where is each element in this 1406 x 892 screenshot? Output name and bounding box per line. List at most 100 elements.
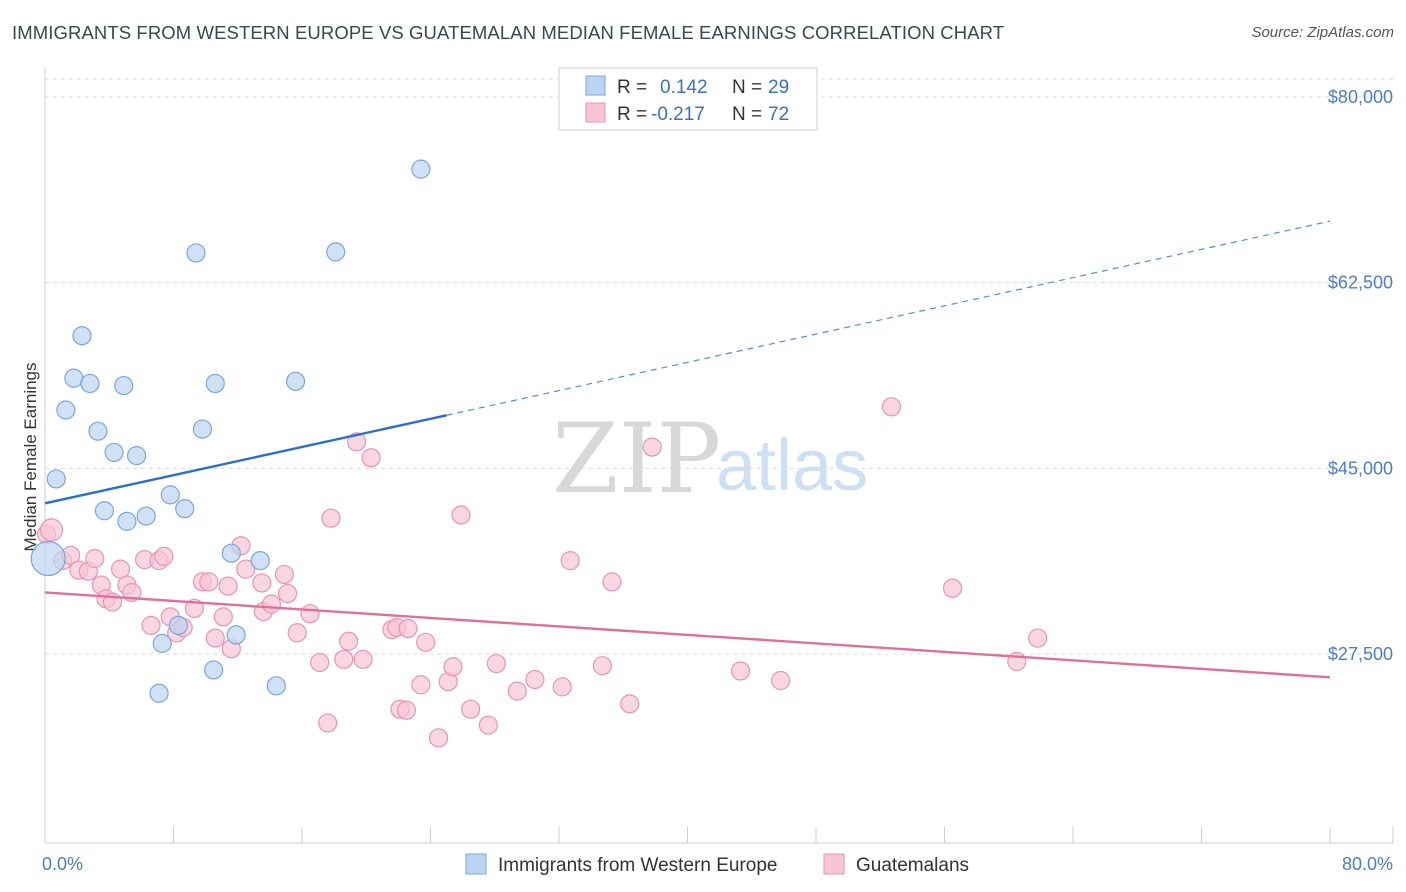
pink-point-31 xyxy=(261,594,282,614)
legend-r-value-2: -0.217 xyxy=(651,104,705,125)
blue-point-21 xyxy=(205,373,225,394)
series-legend: Immigrants from Western Europe Guatemala… xyxy=(465,853,969,876)
pink-point-51 xyxy=(428,728,449,748)
pink-point-63 xyxy=(602,572,622,592)
series-legend-label-pink: Guatemalans xyxy=(856,855,969,876)
pink-point-43 xyxy=(361,448,381,468)
pink-point-35 xyxy=(300,604,320,624)
pink-point-23 xyxy=(205,628,225,648)
pink-point-50 xyxy=(416,632,436,652)
series-legend-swatch-blue xyxy=(465,853,487,875)
chart-source: Source: ZipAtlas.com xyxy=(1251,24,1394,41)
blue-point-7 xyxy=(94,501,115,521)
pink-point-57 xyxy=(486,653,506,674)
pink-point-58 xyxy=(507,681,527,701)
y-tick-label-1: $62,500 xyxy=(1328,273,1393,293)
blue-point-11 xyxy=(126,446,147,466)
blue-point-4 xyxy=(72,326,92,346)
pink-point-34 xyxy=(287,623,307,643)
pink-point-29 xyxy=(252,573,272,593)
y-tick-label-2: $45,000 xyxy=(1328,458,1393,478)
correlation-legend: R = 0.142 N = 29 R = -0.217 N = 72 xyxy=(558,67,818,131)
blue-point-16 xyxy=(168,615,188,635)
legend-swatch-pink xyxy=(585,102,606,123)
legend-n-label-2: N = xyxy=(732,104,762,125)
blue-trend-solid xyxy=(44,414,447,505)
pink-point-40 xyxy=(338,631,359,651)
blue-point-25 xyxy=(266,676,286,696)
pink-point-10 xyxy=(110,559,131,579)
pink-point-64 xyxy=(620,694,640,714)
pink-point-54 xyxy=(451,505,471,525)
blue-trend-dashed xyxy=(446,220,1331,416)
y-tick-label-0: $80,000 xyxy=(1328,87,1393,107)
pink-point-1 xyxy=(39,518,64,542)
legend-r-label-2: R = xyxy=(617,104,647,125)
pink-point-68 xyxy=(881,397,902,417)
pink-point-37 xyxy=(318,713,338,733)
blue-point-15 xyxy=(160,485,180,505)
pink-point-38 xyxy=(321,508,341,528)
blue-point-26 xyxy=(285,371,306,391)
pink-point-22 xyxy=(199,572,219,592)
pink-point-24 xyxy=(213,607,233,627)
watermark-zip: ZIP xyxy=(552,403,721,515)
pink-trend-solid xyxy=(44,591,1331,679)
pink-point-42 xyxy=(353,649,373,669)
blue-point-3 xyxy=(64,368,84,388)
pink-point-69 xyxy=(942,578,963,598)
blue-point-27 xyxy=(326,242,346,262)
y-tick-labels: $80,000 $62,500 $45,000 $27,500 xyxy=(1328,87,1393,664)
series-legend-swatch-pink xyxy=(823,853,845,875)
blue-point-2 xyxy=(56,400,76,420)
blue-point-18 xyxy=(186,243,206,263)
pink-point-25 xyxy=(218,576,238,596)
pink-point-53 xyxy=(443,657,463,677)
pink-point-62 xyxy=(592,656,612,676)
guatemalans-points xyxy=(37,397,1048,748)
pink-point-41 xyxy=(347,432,367,452)
pink-point-28 xyxy=(236,559,256,579)
series-legend-label-blue: Immigrants from Western Europe xyxy=(498,855,777,876)
blue-point-6 xyxy=(88,421,108,441)
legend-n-label-1: N = xyxy=(732,77,762,98)
blue-point-5 xyxy=(80,373,100,394)
blue-point-1 xyxy=(46,469,66,489)
blue-point-28 xyxy=(411,159,431,179)
chart-title: IMMIGRANTS FROM WESTERN EUROPE VS GUATEM… xyxy=(12,22,1005,43)
pink-point-56 xyxy=(478,715,498,735)
blue-point-13 xyxy=(149,683,169,703)
legend-r-label-1: R = xyxy=(617,77,647,98)
pink-point-59 xyxy=(525,669,545,690)
blue-point-10 xyxy=(117,511,137,531)
pink-point-65 xyxy=(642,437,662,457)
pink-point-49 xyxy=(411,675,431,695)
pink-point-60 xyxy=(552,677,572,697)
y-tick-label-3: $27,500 xyxy=(1328,644,1393,664)
pink-point-47 xyxy=(396,700,417,720)
pink-point-48 xyxy=(398,618,418,639)
pink-point-66 xyxy=(730,661,751,681)
pink-point-67 xyxy=(771,670,791,691)
blue-point-23 xyxy=(226,625,246,645)
pink-point-33 xyxy=(277,583,298,604)
x-ticks xyxy=(44,827,1394,843)
blue-point-9 xyxy=(114,375,134,396)
blue-point-19 xyxy=(192,419,213,439)
pink-point-71 xyxy=(1028,628,1048,648)
blue-point-12 xyxy=(136,506,156,526)
blue-point-22 xyxy=(221,543,241,563)
pink-point-39 xyxy=(334,649,354,669)
blue-point-8 xyxy=(104,442,124,463)
pink-point-6 xyxy=(85,548,105,569)
pink-point-36 xyxy=(310,652,330,673)
x-tick-label-min: 0.0% xyxy=(42,854,83,874)
blue-point-20 xyxy=(204,660,224,680)
legend-n-value-2: 72 xyxy=(768,104,789,125)
legend-n-value-1: 29 xyxy=(768,77,789,98)
y-axis-title: Median Female Earnings xyxy=(21,363,40,552)
western-europe-points xyxy=(30,159,431,703)
blue-point-14 xyxy=(152,633,172,653)
pink-point-16 xyxy=(154,546,174,566)
